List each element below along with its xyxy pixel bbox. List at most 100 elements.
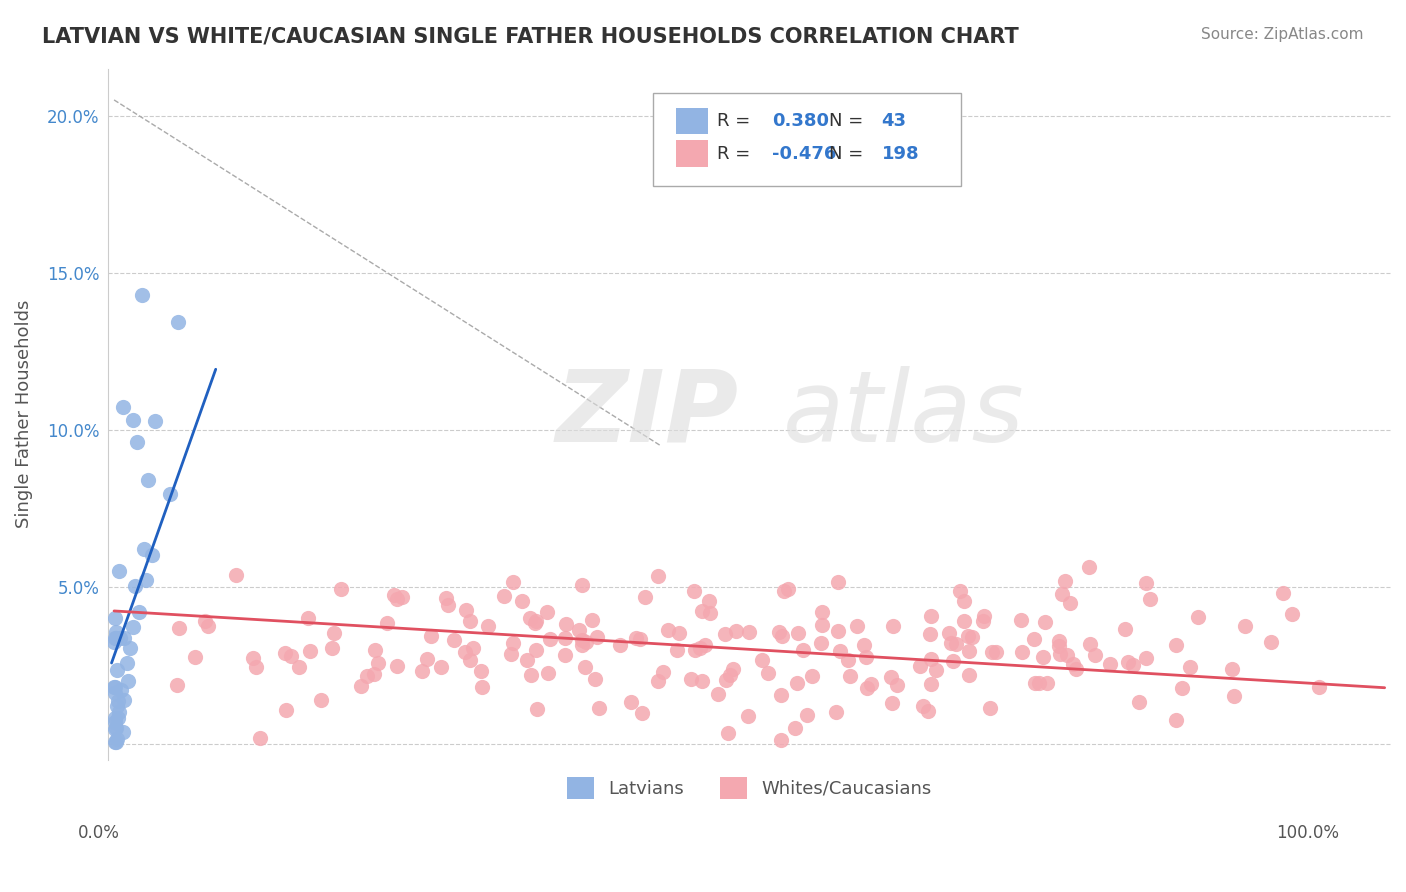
Point: [1114, 622, 1136, 636]
Point: [115, 656, 138, 670]
Point: [387, 592, 409, 607]
Point: [1135, 651, 1157, 665]
Point: [575, 635, 598, 649]
Point: [104, 722, 127, 736]
Point: [1066, 662, 1088, 676]
Point: [107, 693, 129, 707]
Point: [853, 638, 876, 652]
Point: [104, 624, 127, 639]
Point: [167, 315, 190, 329]
Point: [461, 641, 484, 656]
Point: [1024, 676, 1046, 690]
Point: [911, 698, 934, 713]
Point: [419, 629, 441, 643]
Point: [770, 689, 793, 703]
Point: [273, 646, 295, 660]
Point: [571, 633, 593, 648]
Point: [624, 631, 647, 645]
Point: [104, 722, 127, 736]
Point: [810, 617, 832, 632]
Point: [143, 414, 166, 428]
Point: [811, 606, 834, 620]
Point: [104, 711, 127, 725]
Point: [458, 614, 481, 628]
Point: [538, 632, 561, 647]
Point: [1260, 634, 1282, 648]
Point: [1187, 609, 1209, 624]
Point: [1116, 656, 1139, 670]
Point: [1178, 659, 1201, 673]
Point: [112, 693, 135, 707]
Point: [363, 667, 385, 681]
Point: [1098, 657, 1121, 672]
Point: [908, 659, 931, 673]
Point: [104, 735, 127, 749]
Point: [693, 638, 716, 652]
Text: 100.0%: 100.0%: [1277, 824, 1339, 842]
Point: [103, 611, 125, 625]
Point: [630, 706, 652, 721]
Point: [309, 692, 332, 706]
Point: [502, 574, 524, 589]
Text: 0.380: 0.380: [772, 112, 830, 130]
Point: [138, 473, 160, 487]
Point: [1122, 657, 1144, 672]
Point: [609, 638, 631, 652]
Point: [103, 635, 125, 649]
Point: [827, 574, 849, 589]
Point: [683, 643, 706, 657]
Point: [768, 625, 790, 640]
Point: [838, 669, 860, 683]
Text: 0.0%: 0.0%: [77, 824, 120, 842]
Point: [770, 629, 793, 643]
Point: [1135, 576, 1157, 591]
Point: [367, 656, 389, 670]
Point: [124, 579, 146, 593]
Point: [718, 667, 741, 681]
Point: [245, 660, 267, 674]
Point: [773, 584, 796, 599]
Point: [801, 668, 824, 682]
Point: [434, 591, 457, 605]
Point: [520, 668, 543, 682]
Point: [586, 630, 609, 644]
Point: [714, 627, 737, 641]
Point: [104, 715, 127, 730]
Point: [391, 590, 413, 604]
Point: [886, 678, 908, 692]
Point: [957, 644, 980, 658]
Point: [855, 649, 877, 664]
Point: [430, 660, 453, 674]
Point: [105, 731, 128, 746]
Point: [1062, 657, 1084, 671]
Point: [941, 654, 963, 668]
Point: [751, 653, 773, 667]
Point: [117, 673, 139, 688]
Point: [796, 707, 818, 722]
Point: [377, 615, 399, 630]
Point: [298, 644, 321, 658]
Y-axis label: Single Father Households: Single Father Households: [15, 300, 32, 528]
Point: [321, 640, 343, 655]
Point: [128, 605, 150, 619]
Point: [647, 673, 669, 688]
Text: R =: R =: [717, 112, 756, 130]
Point: [1032, 650, 1054, 665]
Point: [738, 624, 761, 639]
Point: [555, 617, 578, 632]
Point: [697, 594, 720, 608]
Point: [1077, 560, 1099, 574]
Point: [880, 696, 903, 710]
Point: [526, 643, 548, 657]
Point: [953, 614, 976, 628]
Point: [1234, 619, 1257, 633]
Point: [837, 653, 859, 667]
Point: [330, 582, 353, 596]
Point: [1272, 586, 1295, 600]
Point: [356, 669, 378, 683]
Point: [554, 648, 576, 663]
Point: [1222, 662, 1244, 676]
Point: [938, 626, 960, 640]
Point: [437, 598, 460, 612]
Point: [628, 632, 651, 646]
